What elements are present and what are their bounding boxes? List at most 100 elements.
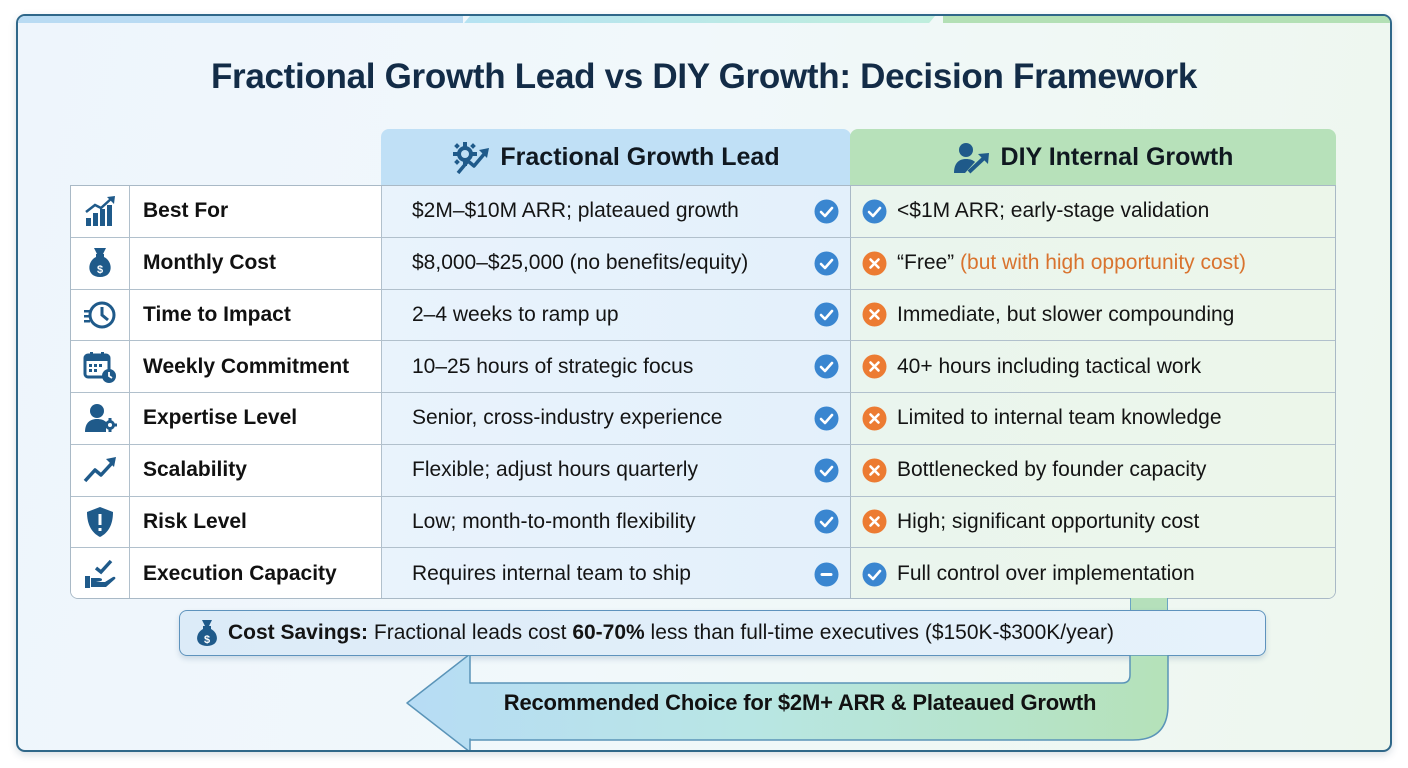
fractional-value: 10–25 hours of strategic focus — [412, 354, 694, 378]
row-label: Monthly Cost — [130, 237, 382, 289]
check-icon — [814, 251, 839, 276]
table-row: Scalability Flexible; adjust hours quarte… — [71, 444, 1335, 497]
row-label: Scalability — [130, 444, 382, 496]
diy-cell: High; significant opportunity cost — [851, 496, 1335, 548]
check-icon — [814, 509, 839, 534]
table-row: Weekly Commitment 10–25 hours of strategi… — [71, 341, 1335, 393]
shield-alert-icon — [87, 506, 113, 537]
column-header-diy: DIY Internal Growth — [850, 129, 1336, 186]
fractional-value: 2–4 weeks to ramp up — [412, 302, 619, 326]
column-header-fractional: Fractional Growth Lead — [381, 129, 851, 186]
table-row: Risk Level Low; month-to-month flexibilit… — [71, 496, 1335, 549]
top-accent-bar — [943, 16, 1390, 23]
user-growth-icon — [953, 142, 989, 173]
row-label: Expertise Level — [130, 393, 382, 444]
fractional-value: Low; month-to-month flexibility — [412, 509, 696, 533]
cross-icon — [862, 302, 887, 327]
check-icon — [814, 354, 839, 379]
row-icon-cell — [71, 186, 130, 237]
cross-icon — [862, 251, 887, 276]
top-accent-bar — [464, 16, 935, 23]
table-row: Best For $2M–$10M ARR; plateaued growth <$… — [71, 186, 1335, 238]
row-label: Best For — [130, 186, 382, 237]
check-icon — [862, 562, 887, 587]
column-header-label: Fractional Growth Lead — [500, 143, 780, 171]
fractional-value: Senior, cross-industry experience — [412, 406, 723, 430]
diy-value: 40+ hours including tactical work — [897, 354, 1202, 378]
diy-value: Full control over implementation — [897, 562, 1195, 586]
savings-text: less than full-time executives ($150K-$3… — [650, 621, 1114, 644]
diy-cell: Limited to internal team knowledge — [851, 393, 1335, 444]
fractional-value: Requires internal team to ship — [412, 562, 691, 586]
table-row: $ Monthly Cost $8,000–$25,000 (no benefits… — [71, 237, 1335, 290]
fractional-cell: $2M–$10M ARR; plateaued growth — [382, 186, 851, 237]
row-icon-cell — [71, 289, 130, 341]
check-icon — [814, 302, 839, 327]
savings-text: Fractional leads cost — [373, 621, 567, 644]
fractional-cell: $8,000–$25,000 (no benefits/equity) — [382, 237, 851, 289]
diy-value: “Free” — [897, 251, 955, 275]
fractional-cell: Senior, cross-industry experience — [382, 393, 851, 444]
diy-value: Immediate, but slower compounding — [897, 302, 1235, 326]
cross-icon — [862, 354, 887, 379]
fractional-cell: Flexible; adjust hours quarterly — [382, 444, 851, 496]
savings-highlight: 60-70% — [572, 621, 645, 644]
row-icon-cell — [71, 548, 130, 598]
hand-check-icon — [85, 559, 116, 589]
diy-cell: Bottlenecked by founder capacity — [851, 444, 1335, 496]
cost-savings-callout: $ Cost Savings: Fractional leads cost 60… — [179, 610, 1266, 656]
row-label: Weekly Commitment — [130, 341, 382, 392]
svg-text:$: $ — [204, 634, 210, 646]
fractional-value: $8,000–$25,000 (no benefits/equity) — [412, 251, 749, 275]
diy-value: Limited to internal team knowledge — [897, 406, 1222, 430]
row-icon-cell — [71, 444, 130, 496]
diy-cell: Full control over implementation — [851, 548, 1335, 598]
fractional-value: $2M–$10M ARR; plateaued growth — [412, 199, 739, 223]
diy-cell: <$1M ARR; early-stage validation — [851, 186, 1335, 237]
recommendation-label: Recommended Choice for $2M+ ARR & Platea… — [503, 690, 1097, 715]
row-label: Time to Impact — [130, 289, 382, 341]
table-row: Expertise Level Senior, cross-industry ex… — [71, 393, 1335, 445]
diy-cell: “Free” (but with high opportunity cost) — [851, 237, 1335, 289]
row-icon-cell — [71, 341, 130, 392]
expert-gear-icon — [85, 404, 117, 433]
diy-value: <$1M ARR; early-stage validation — [897, 199, 1210, 223]
diy-cell: 40+ hours including tactical work — [851, 341, 1335, 392]
fractional-cell: Low; month-to-month flexibility — [382, 496, 851, 548]
diy-cell: Immediate, but slower compounding — [851, 289, 1335, 341]
table-row: Time to Impact 2–4 weeks to ramp up Immedi… — [71, 289, 1335, 342]
trend-up-icon — [83, 457, 116, 483]
check-icon — [814, 458, 839, 483]
check-icon — [862, 199, 887, 224]
cross-icon — [862, 406, 887, 431]
minus-icon — [814, 562, 839, 587]
fractional-cell: Requires internal team to ship — [382, 548, 851, 598]
gear-growth-icon — [453, 141, 490, 174]
row-label: Execution Capacity — [130, 548, 382, 598]
row-icon-cell — [71, 393, 130, 444]
row-icon-cell: $ — [71, 237, 130, 289]
savings-label: Cost Savings: — [228, 621, 369, 644]
bar-chart-growth-icon — [85, 196, 115, 227]
check-icon — [814, 406, 839, 431]
money-bag-icon: $ — [89, 248, 111, 278]
calendar-clock-icon — [83, 351, 116, 383]
fractional-cell: 2–4 weeks to ramp up — [382, 289, 851, 341]
page-title: Fractional Growth Lead vs DIY Growth: De… — [210, 57, 1198, 96]
fractional-value: Flexible; adjust hours quarterly — [412, 458, 698, 482]
recommendation-arrow — [406, 655, 1169, 750]
diy-value: Bottlenecked by founder capacity — [897, 458, 1207, 482]
cross-icon — [862, 509, 887, 534]
diy-value: High; significant opportunity cost — [897, 509, 1200, 533]
fractional-cell: 10–25 hours of strategic focus — [382, 341, 851, 392]
row-icon-cell — [71, 496, 130, 548]
fast-clock-icon — [84, 301, 116, 329]
comparison-table: Best For $2M–$10M ARR; plateaued growth <$… — [70, 185, 1336, 599]
diy-note: (but with high opportunity cost) — [960, 251, 1246, 275]
svg-text:$: $ — [97, 264, 103, 276]
table-row: Execution Capacity Requires internal team… — [71, 548, 1335, 598]
top-accent-bar — [18, 16, 463, 23]
row-label: Risk Level — [130, 496, 382, 548]
money-bag-icon: $ — [197, 620, 217, 646]
check-icon — [814, 199, 839, 224]
